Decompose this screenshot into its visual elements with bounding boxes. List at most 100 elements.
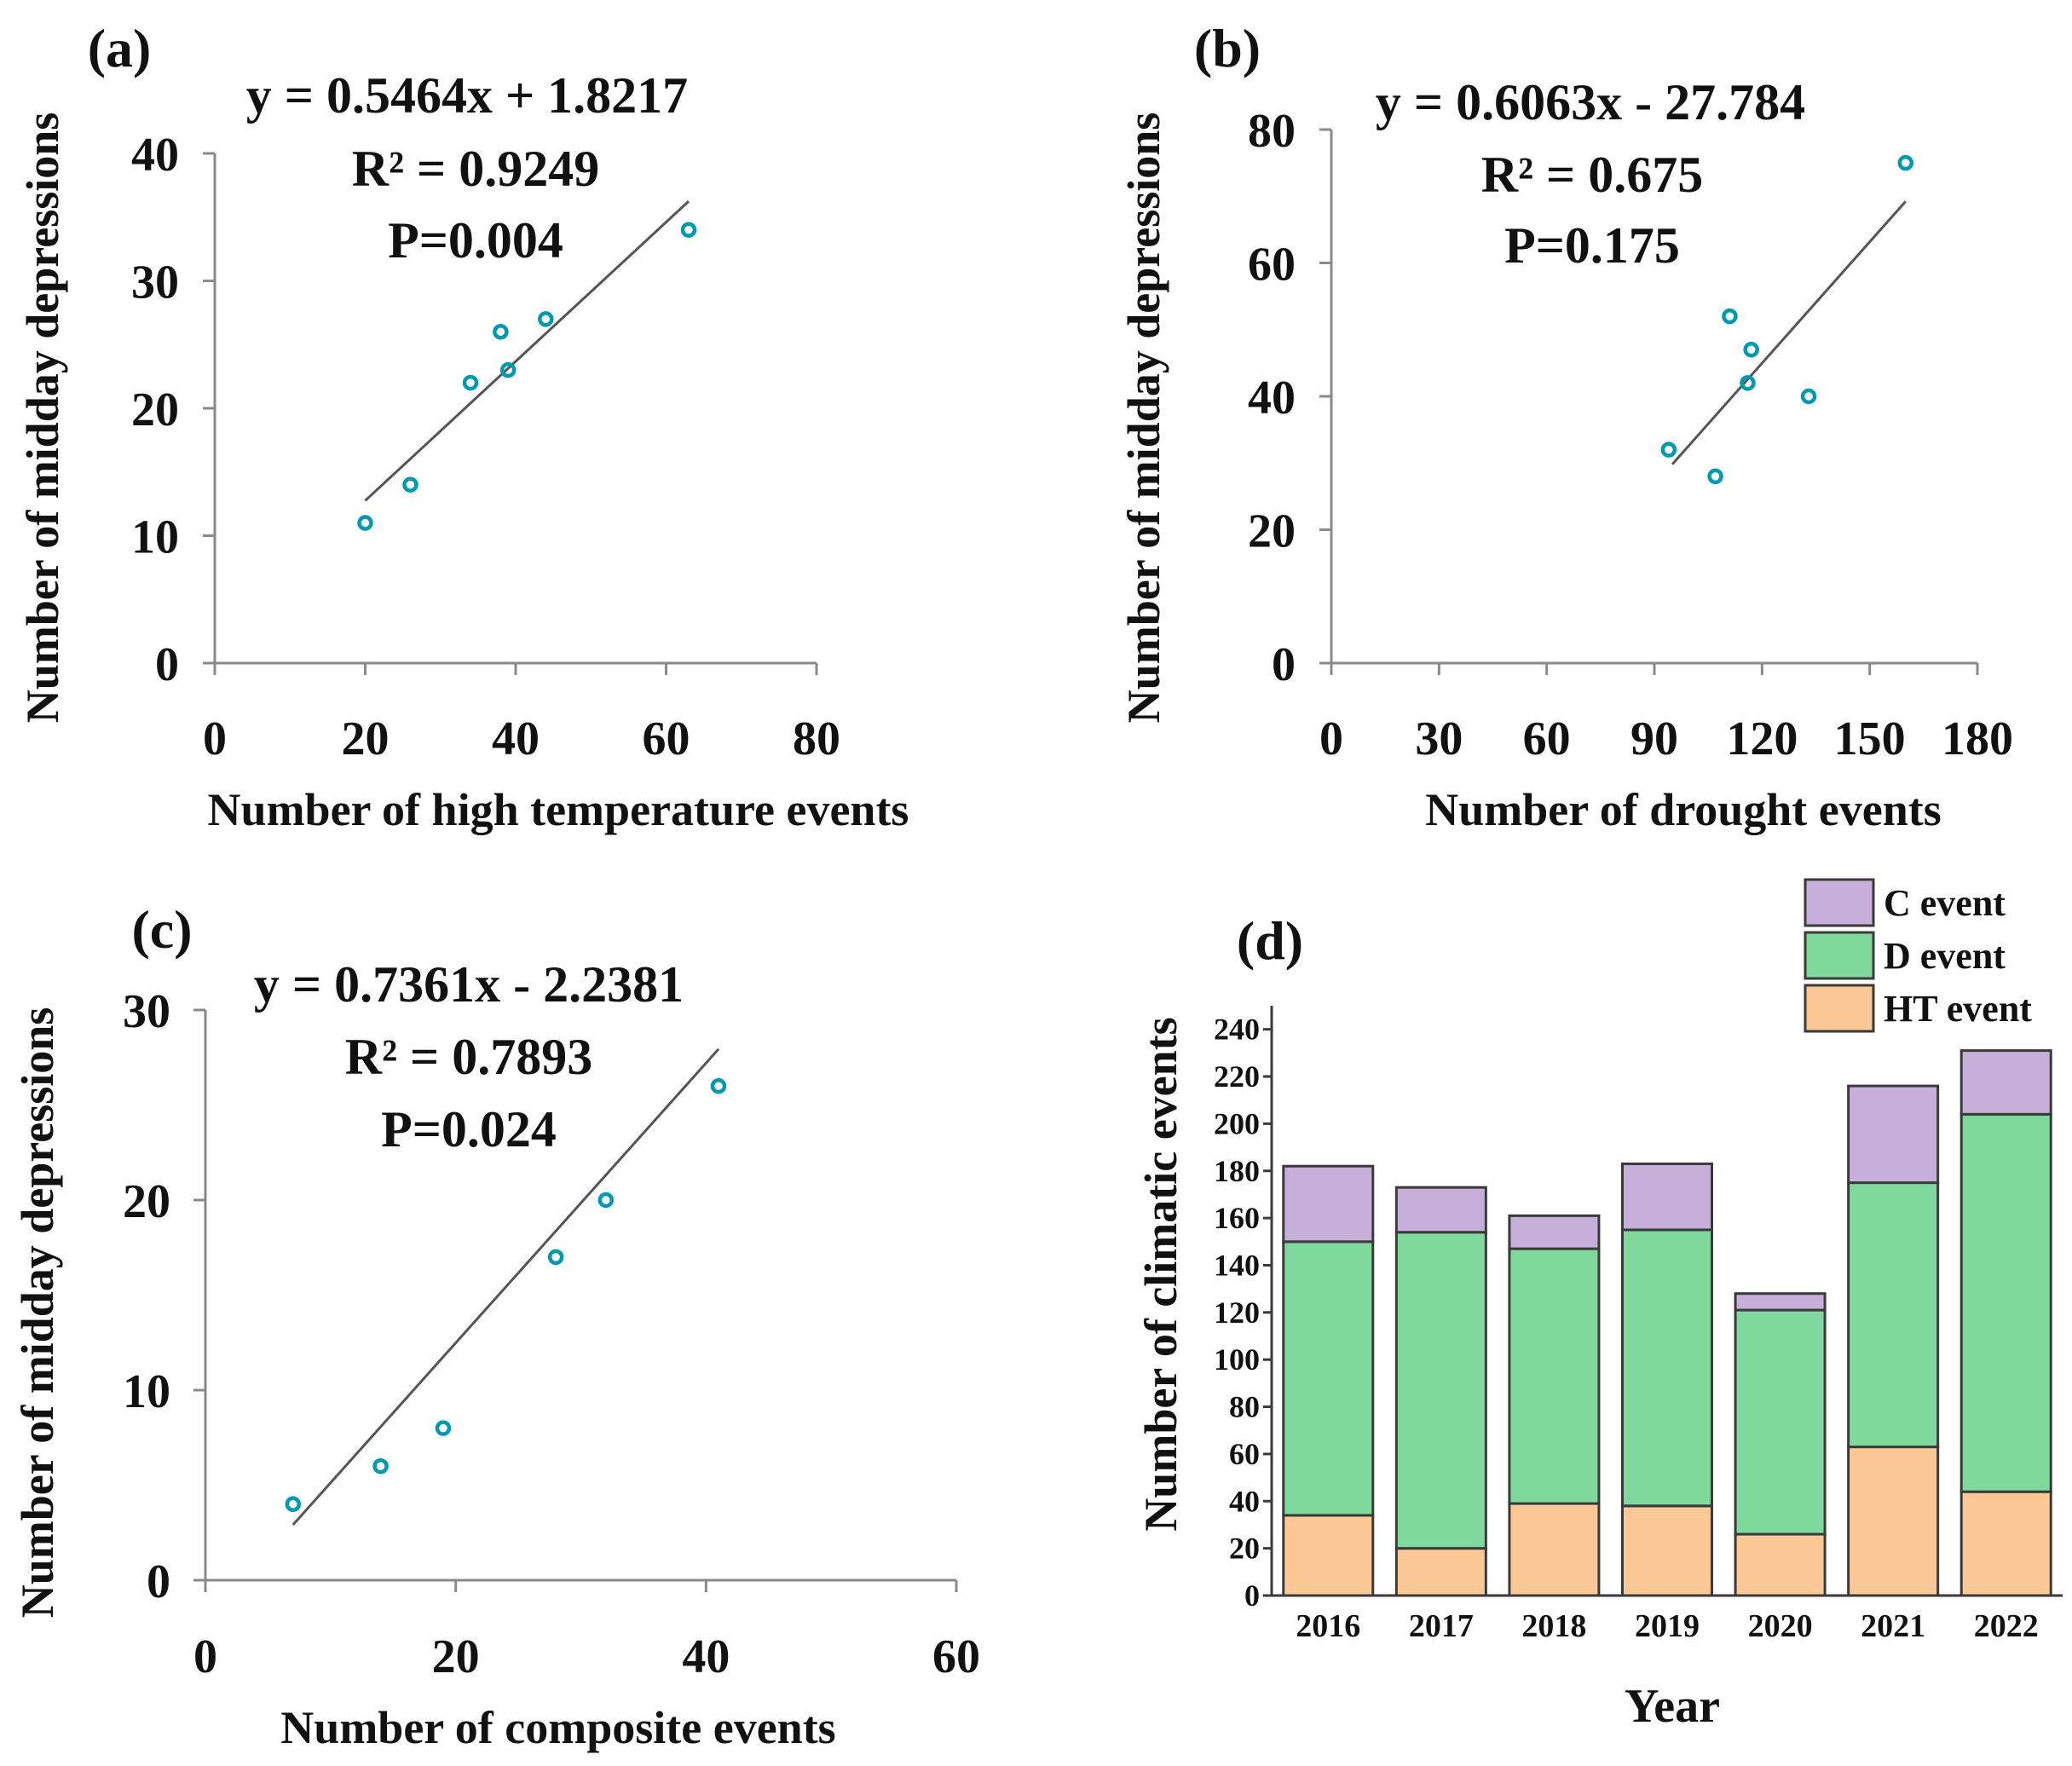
- y-tick-label: 0: [1272, 638, 1296, 691]
- x-tick-label: 20: [432, 1630, 480, 1683]
- data-point: [402, 476, 418, 493]
- scatter-panel-0: 0 10 20 30 40 0 20 40 60 80 y = 0.5464x + 1.8217 R²…: [17, 18, 909, 835]
- bar-segment-c-event: [1508, 1214, 1601, 1250]
- legend-swatch: [1804, 984, 1875, 1033]
- x-tick-label: 150: [1834, 713, 1906, 765]
- regression-annotation: y = 0.6063x - 27.784: [1376, 74, 1805, 130]
- y-tick-label: 200: [1214, 1106, 1260, 1140]
- x-axis-title: Number of high temperature events: [208, 784, 909, 835]
- y-axis-title: Number of midday depressions: [1118, 113, 1169, 724]
- data-point: [710, 1077, 727, 1094]
- y-tick-label: 220: [1214, 1059, 1260, 1094]
- data-point: [462, 374, 479, 391]
- data-point: [597, 1192, 615, 1209]
- bar-segment-d-event: [1621, 1228, 1713, 1508]
- y-tick-label: 20: [1248, 505, 1296, 558]
- x-axis-title: Number of composite events: [280, 1702, 835, 1753]
- legend-label: C event: [1884, 882, 2006, 924]
- x-tick-label: 120: [1726, 713, 1798, 765]
- y-tick-label: 10: [131, 511, 179, 564]
- data-point: [1722, 308, 1738, 325]
- bar-segment-ht-event: [1959, 1490, 2052, 1597]
- x-tick-label: 2019: [1635, 1608, 1700, 1644]
- regression-annotation: y = 0.7361x - 2.2381: [254, 956, 684, 1013]
- x-tick-label: 60: [1523, 713, 1571, 765]
- bar-segment-d-event: [1734, 1308, 1827, 1536]
- data-point: [1660, 442, 1677, 458]
- x-tick-label: 60: [932, 1630, 980, 1683]
- y-tick-label: 40: [131, 129, 179, 182]
- data-point: [285, 1496, 302, 1513]
- y-tick-label: 20: [1229, 1532, 1260, 1566]
- y-tick-label: 80: [1229, 1390, 1260, 1424]
- data-point: [357, 515, 373, 531]
- y-tick-label: 30: [131, 257, 179, 309]
- y-tick-label: 100: [1214, 1342, 1260, 1376]
- bar-segment-d-event: [1282, 1240, 1375, 1517]
- x-tick-label: 80: [793, 713, 840, 765]
- bar-segment-c-event: [1847, 1084, 1940, 1185]
- y-tick-label: 180: [1214, 1154, 1260, 1188]
- panel-label: (a): [88, 18, 152, 78]
- x-tick-label: 30: [1415, 713, 1463, 765]
- bar-segment-c-event: [1394, 1186, 1487, 1234]
- regression-annotation: P=0.024: [381, 1101, 557, 1157]
- bar-segment-ht-event: [1734, 1532, 1827, 1597]
- x-tick-label: 40: [492, 713, 540, 765]
- bar-segment-ht-event: [1847, 1446, 1940, 1597]
- data-point: [538, 311, 554, 327]
- bar-segment-ht-event: [1621, 1504, 1713, 1597]
- panel-label: (b): [1194, 18, 1261, 78]
- data-point: [1707, 468, 1723, 485]
- y-tick-label: 40: [1229, 1484, 1260, 1518]
- x-tick-label: 0: [1319, 713, 1343, 765]
- data-point: [1800, 388, 1817, 405]
- y-tick-label: 20: [123, 1175, 170, 1228]
- bar-segment-ht-event: [1394, 1547, 1487, 1597]
- bar-segment-ht-event: [1282, 1514, 1375, 1597]
- y-axis-title: Number of midday depressions: [12, 1007, 63, 1619]
- y-tick-label: 60: [1229, 1437, 1260, 1471]
- y-tick-label: 0: [155, 638, 179, 691]
- panel-label: (c): [131, 899, 192, 960]
- x-tick-label: 20: [342, 713, 390, 765]
- bar-segment-ht-event: [1508, 1502, 1601, 1597]
- legend-swatch: [1804, 878, 1875, 927]
- data-point: [493, 324, 509, 340]
- x-axis-title: Number of drought events: [1425, 784, 1942, 835]
- y-axis-title: Number of climatic events: [1135, 1017, 1186, 1531]
- x-tick-label: 0: [193, 1630, 217, 1683]
- x-tick-label: 2016: [1296, 1608, 1360, 1644]
- y-tick-label: 80: [1248, 105, 1296, 158]
- regression-annotation: P=0.004: [388, 212, 563, 268]
- x-tick-label: 180: [1942, 713, 2013, 765]
- x-tick-label: 2020: [1748, 1608, 1813, 1644]
- legend-label: D event: [1884, 935, 2006, 977]
- data-point: [435, 1420, 452, 1436]
- y-tick-label: 240: [1214, 1013, 1260, 1047]
- bar-segment-c-event: [1959, 1049, 2052, 1116]
- panel-label: (d): [1237, 910, 1303, 971]
- bar-segment-d-event: [1508, 1247, 1601, 1505]
- scatter-panel-1: 0 20 40 60 80 0 30 60 90 120 150 180 y = 0.6063x - 2…: [1118, 18, 2013, 835]
- x-tick-label: 2022: [1974, 1608, 2039, 1644]
- y-tick-label: 160: [1214, 1201, 1260, 1235]
- regression-annotation: R² = 0.9249: [352, 141, 600, 197]
- regression-annotation: R² = 0.675: [1481, 147, 1704, 203]
- regression-annotation: R² = 0.7893: [345, 1029, 593, 1085]
- scatter-panel-2: 0 10 20 30 0 20 40 60 y = 0.7361x - 2.2381 R² = 0…: [12, 899, 980, 1753]
- trendline: [291, 1047, 720, 1526]
- y-tick-label: 60: [1248, 239, 1296, 291]
- bar-segment-c-event: [1621, 1162, 1713, 1232]
- trendline: [364, 200, 690, 502]
- x-tick-label: 2017: [1409, 1608, 1474, 1644]
- legend-label: HT event: [1884, 988, 2032, 1030]
- x-tick-label: 2021: [1861, 1608, 1925, 1644]
- y-tick-label: 0: [147, 1555, 170, 1608]
- legend-swatch: [1804, 931, 1875, 980]
- data-point: [372, 1457, 389, 1475]
- x-tick-label: 90: [1630, 713, 1678, 765]
- regression-annotation: y = 0.5464x + 1.8217: [246, 67, 688, 124]
- data-point: [547, 1249, 564, 1266]
